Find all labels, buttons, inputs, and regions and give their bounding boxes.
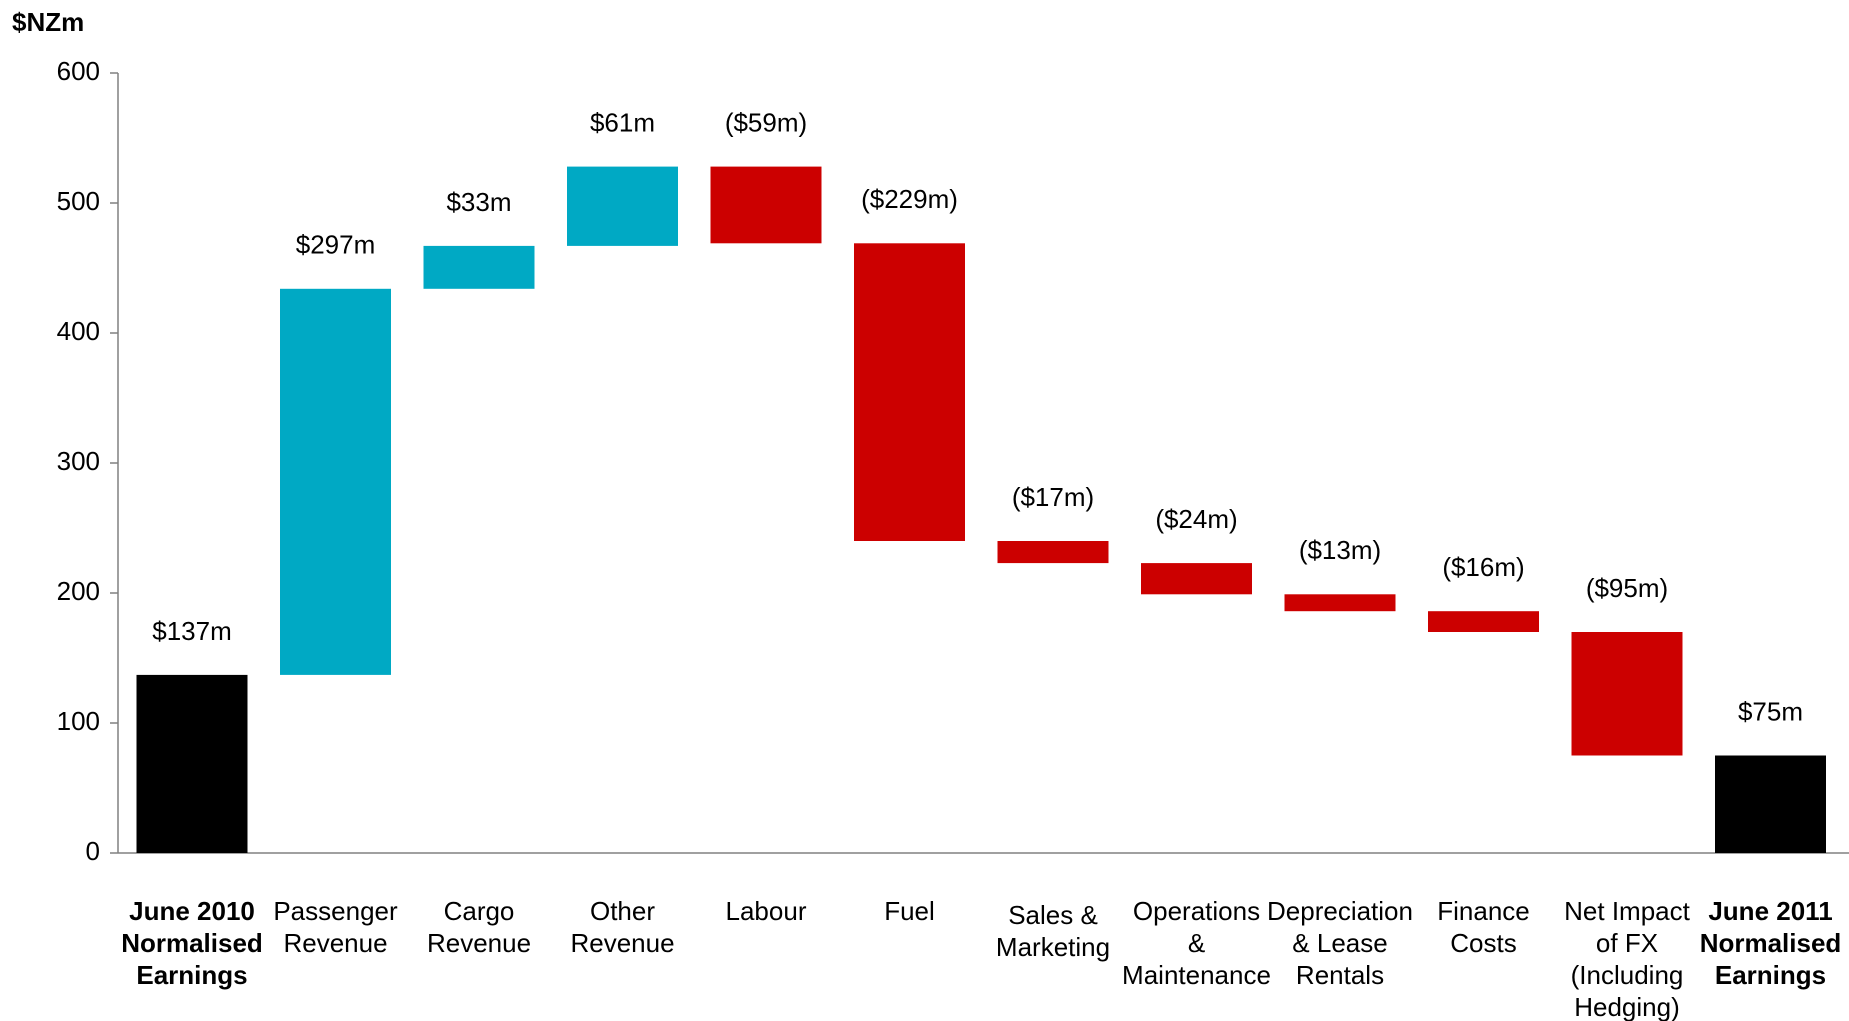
x-tick-label-line: Fuel <box>884 896 935 926</box>
x-tick-label: Operations & Maintenance <box>1122 896 1271 990</box>
x-tick-label-line: Earnings <box>1715 960 1826 990</box>
x-tick-label: Fuel <box>884 896 935 926</box>
x-tick-label-line: Hedging) <box>1574 992 1680 1021</box>
bar <box>136 674 248 853</box>
value-label: ($59m) <box>725 107 807 137</box>
x-tick-label: Net Impact of FX (Including Hedging) <box>1564 896 1690 1021</box>
x-tick-label-line: Passenger <box>273 896 398 926</box>
x-tick-label-line: June 2010 <box>129 896 255 926</box>
x-tick-label-line: Revenue <box>283 928 387 958</box>
bar <box>1141 563 1252 595</box>
x-tick-label: Depreciation & Lease Rentals <box>1267 896 1413 990</box>
x-tick-label-line: Revenue <box>427 928 531 958</box>
y-tick-label: 0 <box>86 836 100 866</box>
x-tick-label: June 2010 Normalised Earnings <box>121 896 263 990</box>
x-tick-label-line: Normalised <box>1700 928 1842 958</box>
x-tick-label-line: Earnings <box>136 960 247 990</box>
x-tick-label: Cargo Revenue <box>427 896 531 958</box>
x-tick-label-line: Marketing <box>996 932 1110 962</box>
x-tick-label-line: Cargo <box>444 896 515 926</box>
value-label: $61m <box>590 107 655 137</box>
bar <box>854 243 965 542</box>
value-label: ($95m) <box>1586 573 1668 603</box>
x-tick-label-line: Operations <box>1133 896 1260 926</box>
x-tick-label: Labour <box>726 896 807 926</box>
value-label: ($24m) <box>1155 504 1237 534</box>
x-tick-label-line: Labour <box>726 896 807 926</box>
value-label: $75m <box>1738 696 1803 726</box>
bar <box>710 166 822 244</box>
x-tick-label-line: Depreciation <box>1267 896 1413 926</box>
y-axis-label: $NZm <box>12 7 84 37</box>
y-tick-label: 100 <box>57 706 100 736</box>
value-label: ($13m) <box>1299 535 1381 565</box>
x-tick-label-line: (Including <box>1571 960 1684 990</box>
x-tick-label: Sales & Marketing <box>996 900 1110 962</box>
bar <box>567 166 678 246</box>
value-label: ($16m) <box>1442 552 1524 582</box>
bar <box>1571 632 1683 756</box>
x-tick-label: Other Revenue <box>570 896 674 958</box>
x-tick-label-line: Revenue <box>570 928 674 958</box>
bar <box>1428 611 1539 632</box>
value-label: ($17m) <box>1012 482 1094 512</box>
x-tick-label: Finance Costs <box>1437 896 1530 958</box>
bar <box>997 541 1109 564</box>
x-tick-label-line: Finance <box>1437 896 1530 926</box>
value-label: $297m <box>296 230 376 260</box>
x-tick-label-line: Net Impact <box>1564 896 1690 926</box>
y-tick-label: 600 <box>57 56 100 86</box>
x-tick-label-line: & <box>1188 928 1205 958</box>
y-tick-label: 200 <box>57 576 100 606</box>
x-tick-label-line: Other <box>590 896 655 926</box>
bar <box>423 245 535 289</box>
x-tick-label-line: Normalised <box>121 928 263 958</box>
x-tick-label-line: Sales & <box>1008 900 1098 930</box>
x-tick-label-line: of FX <box>1596 928 1658 958</box>
bar <box>280 288 391 675</box>
x-tick-label: June 2011 Normalised Earnings <box>1700 896 1842 990</box>
y-tick-label: 300 <box>57 446 100 476</box>
value-label: ($229m) <box>861 184 958 214</box>
x-tick-label-line: & Lease <box>1292 928 1387 958</box>
value-label: $137m <box>152 616 232 646</box>
x-tick-label-line: Costs <box>1450 928 1516 958</box>
x-tick-label: Passenger Revenue <box>273 896 398 958</box>
bar <box>1715 755 1826 853</box>
bar <box>1284 594 1396 612</box>
value-label: $33m <box>446 187 511 217</box>
x-tick-label-line: June 2011 <box>1708 896 1832 926</box>
y-tick-label: 500 <box>57 186 100 216</box>
x-tick-label-line: Maintenance <box>1122 960 1271 990</box>
x-tick-label-line: Rentals <box>1296 960 1384 990</box>
y-tick-label: 400 <box>57 316 100 346</box>
